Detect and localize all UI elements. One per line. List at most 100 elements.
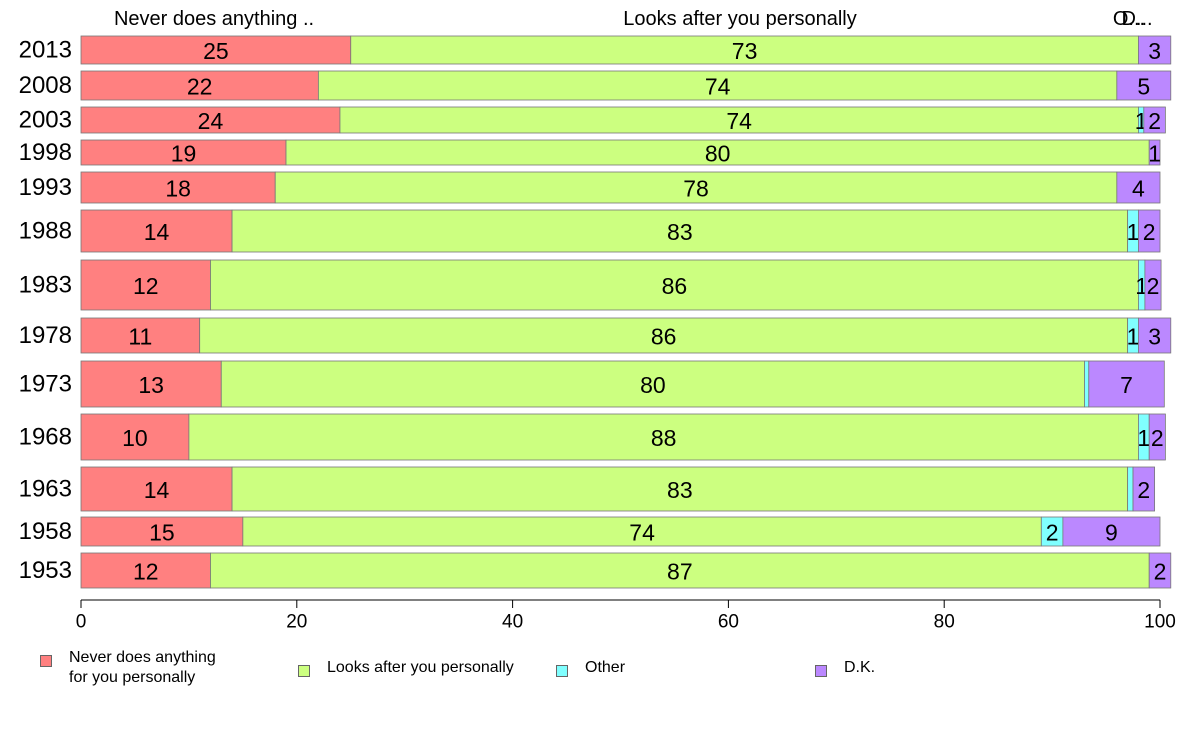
bar-never-1983 xyxy=(80,259,211,311)
value-label-dk-1968: 2 xyxy=(1151,425,1164,451)
value-label-never-1978: 11 xyxy=(128,324,152,350)
bar-never-1968 xyxy=(80,413,190,461)
bar-never-1958 xyxy=(80,516,244,547)
year-label-1978: 1978 xyxy=(19,322,72,349)
bar-never-1978 xyxy=(80,317,201,354)
bar-looks_after-1968 xyxy=(188,413,1139,461)
bar-never-2013 xyxy=(80,35,352,65)
bar-dk-1988 xyxy=(1138,209,1161,253)
top-label-other: O... xyxy=(1113,8,1145,30)
x-tick-label-100: 100 xyxy=(1144,612,1176,633)
bar-dk-1963 xyxy=(1132,466,1156,512)
year-label-1998: 1998 xyxy=(19,139,72,166)
legend-label-looks-after: Looks after you personally xyxy=(327,659,514,676)
value-label-never-1973: 13 xyxy=(138,372,164,398)
year-label-1973: 1973 xyxy=(19,371,72,398)
x-tick-label-80: 80 xyxy=(934,612,955,633)
bar-never-1998 xyxy=(80,139,287,166)
year-label-1958: 1958 xyxy=(19,518,72,545)
bar-dk-1968 xyxy=(1148,413,1166,461)
bar-looks_after-1998 xyxy=(285,139,1150,166)
year-label-2003: 2003 xyxy=(19,107,72,134)
value-label-dk-1953: 2 xyxy=(1154,559,1167,585)
year-label-1983: 1983 xyxy=(19,272,72,299)
bar-dk-2013 xyxy=(1138,35,1172,65)
top-label-dk: D... xyxy=(1121,8,1152,30)
value-label-looks_after-2008: 74 xyxy=(705,74,731,100)
legend-item-other: Other xyxy=(556,658,625,678)
year-label-1963: 1963 xyxy=(19,476,72,503)
legend-swatch-other xyxy=(556,665,568,677)
value-label-other-1988: 1 xyxy=(1127,219,1140,245)
value-label-looks_after-1998: 80 xyxy=(705,141,731,167)
bar-looks_after-1988 xyxy=(231,209,1129,253)
year-label-1953: 1953 xyxy=(19,557,72,584)
legend-swatch-dk xyxy=(815,665,827,677)
x-tick-label-60: 60 xyxy=(718,612,739,633)
bar-never-1993 xyxy=(80,171,276,204)
top-label-looks-after: Looks after you personally xyxy=(623,8,856,30)
value-label-other-1968: 1 xyxy=(1137,425,1150,451)
bar-dk-1953 xyxy=(1148,552,1172,589)
value-label-looks_after-1983: 86 xyxy=(662,273,688,299)
value-label-never-1988: 14 xyxy=(144,219,170,245)
bar-other-1973 xyxy=(1084,360,1090,408)
value-label-dk-1978: 3 xyxy=(1148,324,1161,350)
x-tick-label-40: 40 xyxy=(502,612,523,633)
value-label-dk-1958: 9 xyxy=(1105,520,1118,546)
value-label-never-2013: 25 xyxy=(203,38,229,64)
bar-dk-2008 xyxy=(1116,70,1172,101)
bar-never-1988 xyxy=(80,209,233,253)
legend-label-never: Never does anything for you personally xyxy=(69,649,216,686)
value-label-never-1983: 12 xyxy=(133,273,159,299)
bar-looks_after-2008 xyxy=(317,70,1118,101)
bar-looks_after-1983 xyxy=(210,259,1139,311)
bar-never-1973 xyxy=(80,360,222,408)
value-label-dk-2008: 5 xyxy=(1137,74,1150,100)
value-label-looks_after-1978: 86 xyxy=(651,324,677,350)
value-label-never-1958: 15 xyxy=(149,520,175,546)
year-label-1988: 1988 xyxy=(19,218,72,245)
value-label-looks_after-1973: 80 xyxy=(640,372,666,398)
value-label-never-1968: 10 xyxy=(122,425,148,451)
value-label-looks_after-2013: 73 xyxy=(732,38,758,64)
value-label-looks_after-2003: 74 xyxy=(726,108,752,134)
year-label-2013: 2013 xyxy=(19,37,72,64)
value-label-never-1963: 14 xyxy=(144,477,170,503)
value-label-dk-2003: 2 xyxy=(1148,108,1161,134)
bar-other-1963 xyxy=(1127,466,1134,512)
bar-dk-1973 xyxy=(1088,360,1165,408)
legend: Never does anything for you personally L… xyxy=(0,648,1188,698)
bar-never-2003 xyxy=(80,106,341,134)
bar-looks_after-1963 xyxy=(231,466,1129,512)
legend-swatch-looks-after xyxy=(298,665,310,677)
legend-item-dk: D.K. xyxy=(815,658,875,678)
bar-never-1963 xyxy=(80,466,233,512)
value-label-dk-1988: 2 xyxy=(1143,219,1156,245)
value-label-dk-1998: 1 xyxy=(1148,141,1161,167)
bar-never-1953 xyxy=(80,552,211,589)
value-label-looks_after-1993: 78 xyxy=(683,176,709,202)
value-label-dk-2013: 3 xyxy=(1148,38,1161,64)
value-label-other-1978: 1 xyxy=(1127,324,1140,350)
legend-item-never: Never does anything for you personally xyxy=(40,648,216,688)
legend-item-looks-after: Looks after you personally xyxy=(298,658,514,678)
legend-label-other: Other xyxy=(585,659,626,676)
value-label-looks_after-1958: 74 xyxy=(629,520,655,546)
legend-swatch-never xyxy=(40,655,52,667)
bar-looks_after-1958 xyxy=(242,516,1042,547)
bar-dk-1978 xyxy=(1138,317,1172,354)
value-label-dk-1983: 2 xyxy=(1147,273,1160,299)
top-label-never: Never does anything .. xyxy=(114,8,314,30)
value-label-dk-1963: 2 xyxy=(1137,477,1150,503)
value-label-never-2003: 24 xyxy=(198,108,224,134)
bar-dk-1983 xyxy=(1144,259,1162,311)
value-label-looks_after-1963: 83 xyxy=(667,477,693,503)
bar-looks_after-1973 xyxy=(220,360,1085,408)
bar-dk-1958 xyxy=(1062,516,1161,547)
value-label-looks_after-1988: 83 xyxy=(667,219,693,245)
value-label-never-2008: 22 xyxy=(187,74,213,100)
year-label-2008: 2008 xyxy=(19,72,72,99)
legend-label-dk: D.K. xyxy=(844,659,876,676)
